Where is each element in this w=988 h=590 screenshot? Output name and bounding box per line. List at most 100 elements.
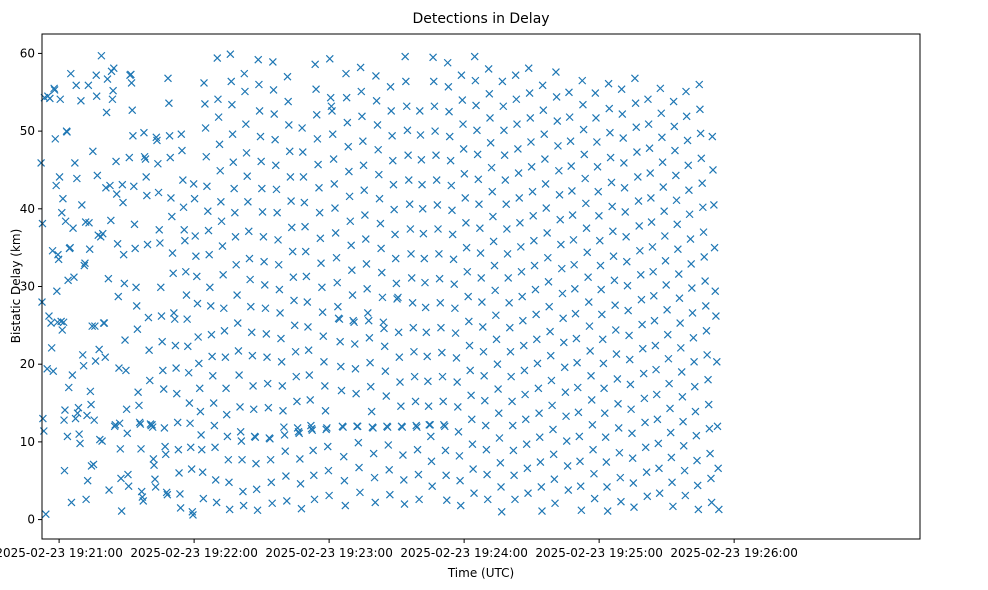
data-point [288,247,297,256]
data-point [517,267,526,276]
data-point [663,305,672,314]
data-point [50,84,59,93]
data-point [52,181,61,190]
data-point [465,341,474,350]
data-point [243,197,252,206]
data-point [581,199,590,208]
data-point [565,88,573,97]
data-point [214,113,223,122]
data-point [696,129,705,138]
data-point [666,404,674,413]
data-point [571,309,580,318]
data-point [162,488,171,497]
data-point [311,60,320,69]
data-point [80,261,89,270]
data-point [409,323,418,332]
data-point [153,159,162,168]
data-point [432,176,441,184]
data-point [211,476,220,484]
data-point [193,299,202,308]
data-point [297,504,306,513]
data-point [475,200,483,209]
data-point [705,424,714,433]
data-point [412,421,421,430]
data-point [531,285,540,294]
data-point [423,377,432,386]
data-point [307,424,316,433]
data-point [483,470,491,479]
data-point [277,357,286,366]
data-point [539,106,548,115]
data-point [505,323,514,332]
data-point [72,174,81,183]
data-point [635,221,644,230]
data-point [554,166,563,175]
data-point [542,204,551,212]
data-point [144,313,153,322]
data-point [148,423,157,432]
data-point [570,284,579,293]
data-point [642,468,651,477]
data-point [410,372,419,381]
data-point [124,470,132,479]
data-point [77,96,85,105]
data-point [584,273,593,282]
data-point [545,302,554,311]
data-point [284,120,293,129]
data-point [379,318,388,327]
data-point [242,148,251,157]
data-point [367,407,376,416]
data-point [544,277,553,286]
data-point [502,200,511,209]
data-point [159,385,168,393]
y-tick-label: 10 [20,435,35,449]
data-point [175,469,183,477]
data-point [491,286,500,295]
data-point [503,249,512,258]
data-point [496,458,505,467]
data-point [630,74,639,83]
data-point [461,194,470,202]
data-point [229,158,238,167]
data-point [597,310,606,319]
data-point [611,301,620,310]
data-point [122,405,131,414]
data-point [516,242,525,251]
data-point [294,427,303,436]
data-point [679,441,688,450]
data-point [624,306,633,315]
data-point [239,487,247,496]
data-point [224,455,233,464]
data-point [77,200,86,209]
data-point [524,64,533,73]
data-point [140,152,149,161]
data-point [509,446,518,455]
data-point [100,319,109,327]
data-point [447,181,456,190]
data-point [306,421,315,430]
data-point [554,141,562,150]
data-point [245,254,254,263]
data-point [711,287,720,296]
data-point [106,181,114,190]
data-point [380,342,389,351]
data-point [303,298,312,306]
data-point [552,93,561,101]
data-point [56,95,65,104]
data-point [168,249,177,258]
data-point [114,292,123,301]
data-point [298,124,307,132]
data-point [464,292,473,301]
data-point [129,182,138,191]
data-point [191,232,200,240]
data-point [456,476,464,485]
data-point [339,452,348,461]
data-point [453,378,462,386]
data-point [284,97,293,106]
data-point [655,464,663,473]
data-point [621,207,630,216]
data-point [321,406,330,415]
data-point [263,353,271,362]
data-point [82,495,91,504]
data-point [398,451,407,460]
